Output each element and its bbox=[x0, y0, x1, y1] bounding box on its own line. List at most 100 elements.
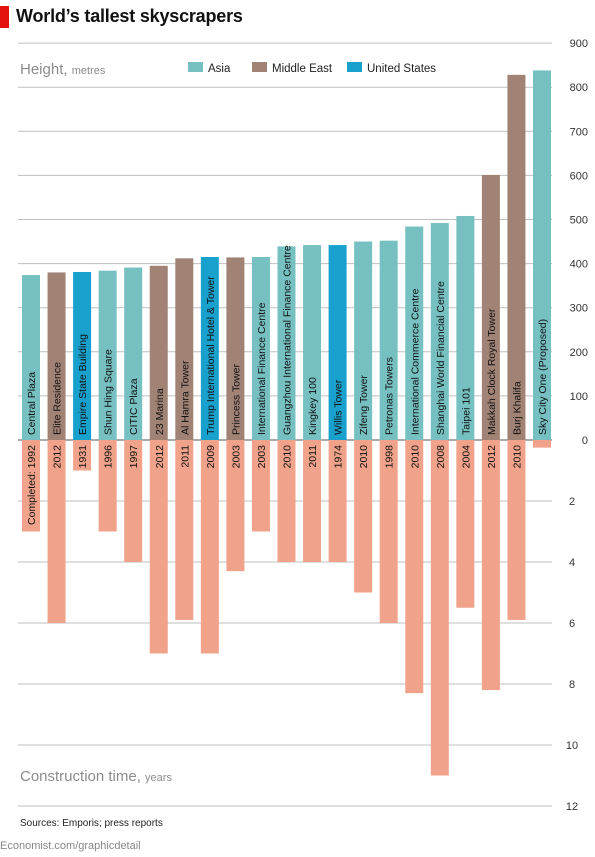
construction-bar bbox=[124, 440, 143, 562]
completion-year-label: 2012 bbox=[52, 445, 64, 469]
height-bar bbox=[22, 275, 40, 440]
construction-bar bbox=[481, 440, 500, 691]
height-tick-label: 200 bbox=[570, 347, 588, 359]
building-name-label: Petronas Towers bbox=[384, 357, 396, 435]
height-tick-label: 900 bbox=[570, 38, 588, 50]
construction-bar bbox=[226, 440, 245, 572]
completion-year-label: 2011 bbox=[307, 445, 319, 468]
construction-axis-label: Construction time, years bbox=[20, 768, 172, 785]
height-bar bbox=[149, 265, 168, 440]
legend-swatch bbox=[347, 62, 362, 72]
footer-url: Economist.com/graphicdetail bbox=[0, 840, 141, 852]
height-bar bbox=[98, 270, 117, 440]
height-tick-label: 700 bbox=[570, 126, 588, 138]
height-bar bbox=[124, 267, 143, 440]
building-name-label: Makkah Clock Royal Tower bbox=[486, 308, 498, 435]
completion-year-label: 2008 bbox=[435, 445, 447, 469]
legend-label: United States bbox=[367, 63, 436, 75]
construction-bar bbox=[430, 440, 449, 776]
construction-bar bbox=[251, 440, 270, 532]
time-tick-label: 4 bbox=[569, 557, 575, 569]
completion-year-label: 2009 bbox=[205, 445, 217, 469]
time-tick-label: 8 bbox=[569, 679, 575, 691]
height-tick-label: 100 bbox=[570, 391, 588, 403]
completion-year-label: 2010 bbox=[282, 445, 294, 469]
height-bar bbox=[533, 70, 551, 440]
completion-year-label: 1974 bbox=[333, 445, 345, 469]
completion-year-label: 1996 bbox=[103, 445, 115, 469]
completion-year-label: 2011 bbox=[179, 445, 191, 468]
construction-bar bbox=[175, 440, 194, 620]
completion-year-label: 2010 bbox=[409, 445, 421, 469]
construction-bar bbox=[98, 440, 117, 532]
construction-bar bbox=[405, 440, 424, 694]
completion-year-label: 1931 bbox=[77, 445, 89, 469]
completion-year-label: 2004 bbox=[460, 445, 472, 469]
height-tick-label: 500 bbox=[570, 215, 588, 227]
building-name-label: Guangzhou International Finance Centre bbox=[282, 245, 294, 435]
height-bar bbox=[481, 174, 500, 441]
height-bar bbox=[430, 223, 449, 440]
building-name-label: Central Plaza bbox=[26, 372, 38, 435]
building-name-label: Taipei 101 bbox=[460, 387, 472, 435]
time-tick-label: 6 bbox=[569, 618, 575, 630]
construction-bar bbox=[507, 440, 526, 620]
construction-bar bbox=[22, 440, 40, 532]
height-bar bbox=[175, 258, 194, 440]
completion-year-label: 2012 bbox=[154, 445, 166, 469]
height-axis-label: Height, metres bbox=[20, 61, 106, 78]
height-bar bbox=[47, 272, 66, 440]
height-bar bbox=[303, 245, 322, 440]
building-name-label: Empire State Building bbox=[77, 334, 89, 435]
building-name-label: Princess Tower bbox=[230, 363, 242, 435]
building-name-label: Elite Residence bbox=[52, 362, 64, 435]
legend-label: Middle East bbox=[272, 63, 333, 75]
completion-year-label: 2010 bbox=[358, 445, 370, 469]
construction-bar bbox=[149, 440, 168, 654]
source-note: Sources: Emporis; press reports bbox=[20, 818, 163, 829]
construction-bar bbox=[456, 440, 475, 608]
brand-red-tab bbox=[0, 6, 9, 28]
height-tick-label: 800 bbox=[570, 82, 588, 94]
height-bar bbox=[226, 257, 245, 440]
construction-bar bbox=[47, 440, 66, 623]
building-name-label: Burj Khalifa bbox=[511, 381, 523, 435]
height-tick-label: 0 bbox=[582, 435, 588, 447]
height-bar bbox=[379, 240, 398, 440]
building-name-label: Shanghai World Financial Centre bbox=[435, 281, 447, 435]
time-tick-label: 12 bbox=[566, 801, 578, 813]
building-name-label: CITIC Plaza bbox=[128, 378, 140, 435]
building-name-label: 23 Marina bbox=[154, 388, 166, 435]
height-bar bbox=[251, 256, 270, 440]
time-tick-label: 2 bbox=[569, 496, 575, 508]
construction-bar bbox=[303, 440, 322, 562]
height-bar bbox=[456, 215, 475, 440]
legend-swatch bbox=[252, 62, 267, 72]
completion-year-label: Completed: 1992 bbox=[26, 445, 38, 525]
building-name-label: Al Hamra Tower bbox=[179, 360, 191, 435]
construction-bar bbox=[200, 440, 219, 654]
building-name-label: International Commerce Centre bbox=[409, 288, 421, 435]
height-tick-label: 600 bbox=[570, 170, 588, 182]
construction-bar bbox=[379, 440, 398, 623]
height-bar bbox=[405, 226, 424, 440]
height-bar bbox=[200, 256, 219, 440]
building-name-label: Trump International Hotel & Tower bbox=[205, 276, 217, 435]
chart-title: World’s tallest skyscrapers bbox=[16, 6, 243, 26]
completion-year-label: 2012 bbox=[486, 445, 498, 469]
height-tick-label: 300 bbox=[570, 303, 588, 315]
legend-swatch bbox=[188, 62, 203, 72]
construction-bar bbox=[277, 440, 296, 562]
height-bar bbox=[354, 241, 373, 440]
height-tick-label: 400 bbox=[570, 259, 588, 271]
building-name-label: International Finance Centre bbox=[256, 302, 268, 435]
building-name-label: Zifeng Tower bbox=[358, 375, 370, 435]
legend-label: Asia bbox=[208, 63, 231, 75]
completion-year-label: 2010 bbox=[511, 445, 523, 469]
height-bar bbox=[277, 246, 296, 440]
construction-bar bbox=[533, 440, 551, 448]
building-name-label: Shun Hing Square bbox=[103, 349, 115, 435]
height-bar bbox=[507, 74, 526, 441]
time-tick-label: 10 bbox=[566, 740, 578, 752]
